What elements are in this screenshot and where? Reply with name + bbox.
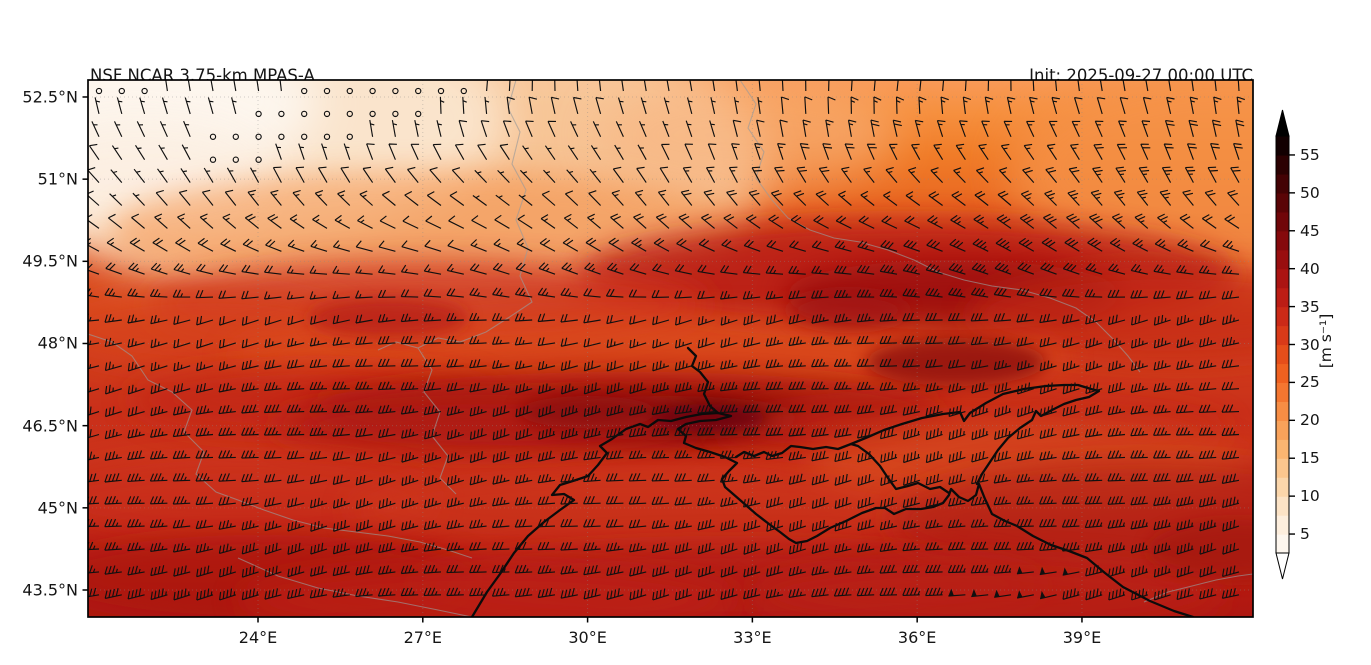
x-tick-label: 36°E xyxy=(897,628,937,647)
colorbar-step xyxy=(1276,268,1289,289)
colorbar-step xyxy=(1276,420,1289,440)
colorbar-step xyxy=(1276,363,1289,384)
colorbar-tick-label: 55 xyxy=(1300,145,1320,164)
colorbar-step xyxy=(1276,173,1289,194)
colorbar-step xyxy=(1276,211,1289,232)
colorbar-step xyxy=(1276,496,1289,516)
colorbar xyxy=(1275,109,1295,580)
colorbar-tick-label: 25 xyxy=(1300,373,1320,392)
shear-contour-blob xyxy=(308,298,468,338)
x-tick-label: 33°E xyxy=(733,628,772,647)
colorbar-step xyxy=(1276,287,1289,308)
colorbar-tick-label: 20 xyxy=(1300,411,1320,430)
y-tick-label: 45°N xyxy=(37,498,78,518)
colorbar-step xyxy=(1276,344,1289,365)
shear-fill-contours xyxy=(88,80,1253,617)
colorbar-step xyxy=(1276,477,1289,497)
y-tick-label: 43.5°N xyxy=(22,580,78,600)
colorbar-tick-label: 15 xyxy=(1300,449,1320,468)
colorbar-under-arrow xyxy=(1275,552,1290,580)
y-tick-label: 48°N xyxy=(37,333,78,353)
x-tick-label: 27°E xyxy=(403,628,443,647)
y-tick-label: 49.5°N xyxy=(22,251,78,271)
map-plot-area xyxy=(88,80,1253,617)
y-tick-label: 52.5°N xyxy=(22,87,78,107)
y-tick-label: 51°N xyxy=(37,169,78,189)
colorbar-step xyxy=(1276,230,1289,251)
y-tick-label: 46.5°N xyxy=(22,416,78,436)
colorbar-step xyxy=(1276,154,1289,175)
shear-contour-blob xyxy=(348,465,948,555)
colorbar-step xyxy=(1276,249,1289,270)
colorbar-step xyxy=(1276,401,1289,421)
colorbar-tick-label: 35 xyxy=(1300,297,1320,316)
shear-contour-blob xyxy=(866,338,1046,386)
colorbar-tick-label: 50 xyxy=(1300,183,1320,202)
colorbar-tick-label: 5 xyxy=(1300,525,1310,544)
colorbar-step xyxy=(1276,306,1289,327)
colorbar-step xyxy=(1276,136,1289,156)
colorbar-step xyxy=(1276,325,1289,346)
colorbar-over-arrow xyxy=(1275,109,1290,137)
colorbar-tick-label: 40 xyxy=(1300,259,1320,278)
colorbar-tick-label: 30 xyxy=(1300,335,1320,354)
x-tick-label: 24°E xyxy=(238,628,278,647)
colorbar-step xyxy=(1276,192,1289,213)
colorbar-step xyxy=(1276,439,1289,459)
colorbar-step xyxy=(1276,382,1289,402)
colorbar-step xyxy=(1276,458,1289,478)
colorbar-step xyxy=(1276,515,1289,535)
x-tick-label: 30°E xyxy=(568,628,607,647)
x-tick-label: 39°E xyxy=(1062,628,1102,647)
colorbar-tick-label: 45 xyxy=(1300,221,1320,240)
colorbar-tick-label: 10 xyxy=(1300,487,1320,506)
colorbar-step xyxy=(1276,534,1289,554)
